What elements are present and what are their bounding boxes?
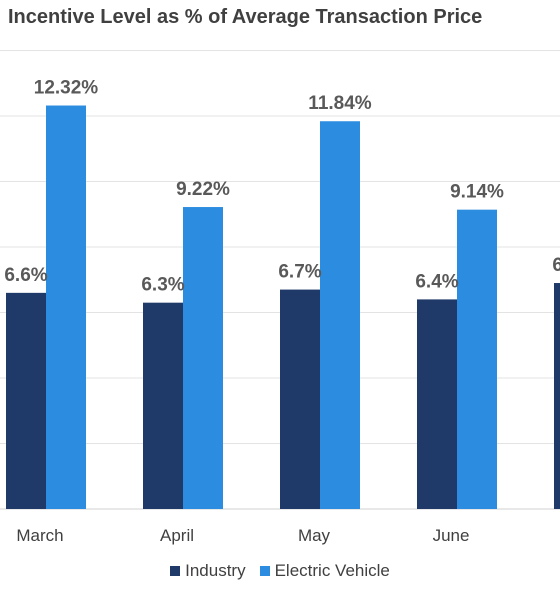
bar-electric-vehicle-march	[46, 105, 86, 510]
data-label: 11.84%	[308, 93, 371, 114]
x-tick-label: June	[433, 526, 470, 545]
x-tick-label: May	[298, 526, 331, 545]
legend-label-electric-vehicle: Electric Vehicle	[274, 561, 390, 580]
data-label: 6.3%	[141, 275, 184, 296]
data-label: 6.4%	[415, 271, 458, 292]
bar-electric-vehicle-april	[183, 207, 223, 510]
bar-electric-vehicle-may	[320, 121, 360, 510]
legend-item-industry: Industry	[170, 561, 246, 581]
bar-industry-june	[417, 299, 457, 509]
data-label: 6.6%	[4, 265, 47, 286]
data-label: 9.22%	[176, 179, 230, 200]
data-label: 6.9%	[552, 255, 560, 276]
bar-industry-april	[143, 302, 183, 509]
legend-label-industry: Industry	[185, 561, 246, 580]
legend: Industry Electric Vehicle	[0, 561, 560, 581]
chart-title: Incentive Level as % of Average Transact…	[8, 6, 483, 28]
bar-industry-may	[280, 289, 320, 509]
bar-electric-vehicle-june	[457, 209, 497, 510]
data-label: 6.7%	[278, 262, 321, 283]
bars	[6, 105, 560, 510]
data-label: 12.32%	[34, 78, 99, 99]
x-tick-labels: MarchAprilMayJuneJuly	[16, 526, 470, 545]
data-labels: 6.6% 12.32% 6.3% 9.22% 6.7% 11.84% 6.4% 9.14% 6.…	[4, 78, 560, 296]
x-tick-label: March	[16, 526, 63, 545]
bar-industry-july	[554, 283, 560, 509]
legend-swatch-electric-vehicle	[259, 566, 270, 576]
bar-industry-march	[6, 292, 46, 509]
x-tick-label: April	[160, 526, 194, 545]
legend-item-electric-vehicle: Electric Vehicle	[259, 561, 390, 581]
data-label: 9.14%	[450, 182, 504, 203]
legend-swatch-industry	[170, 566, 181, 576]
